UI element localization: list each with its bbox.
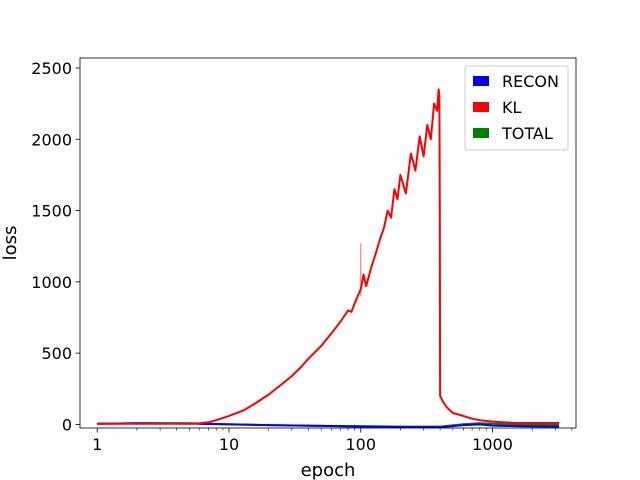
y-axis-label: loss	[0, 226, 21, 261]
plot-frame	[79, 57, 577, 429]
axes-layer: 1 10 100 1000 0 500 1000 1500 2000 2500	[31, 59, 573, 454]
x-tick-label: 1000	[472, 435, 513, 454]
x-axis-label: epoch	[301, 460, 356, 480]
legend-swatch	[473, 76, 489, 86]
legend-label: TOTAL	[501, 124, 553, 143]
series-line-kl	[97, 88, 560, 425]
legend-swatch	[473, 128, 489, 138]
x-tick-label: 1	[92, 435, 102, 454]
legend-box	[464, 65, 569, 151]
x-tick-label: 10	[219, 435, 239, 454]
legend-label: KL	[502, 98, 521, 117]
x-tick-label: 100	[345, 435, 376, 454]
series-layer	[97, 88, 560, 429]
legend-swatch	[473, 102, 489, 112]
y-tick-label: 2500	[31, 59, 72, 78]
y-tick-label: 1000	[31, 273, 72, 292]
y-tick-label: 0	[62, 415, 72, 434]
legend: RECON KL TOTAL	[464, 65, 569, 151]
y-tick-label: 1500	[31, 202, 72, 221]
y-tick-label: 2000	[31, 130, 72, 149]
legend-label: RECON	[502, 72, 559, 91]
y-tick-label: 500	[41, 344, 72, 363]
